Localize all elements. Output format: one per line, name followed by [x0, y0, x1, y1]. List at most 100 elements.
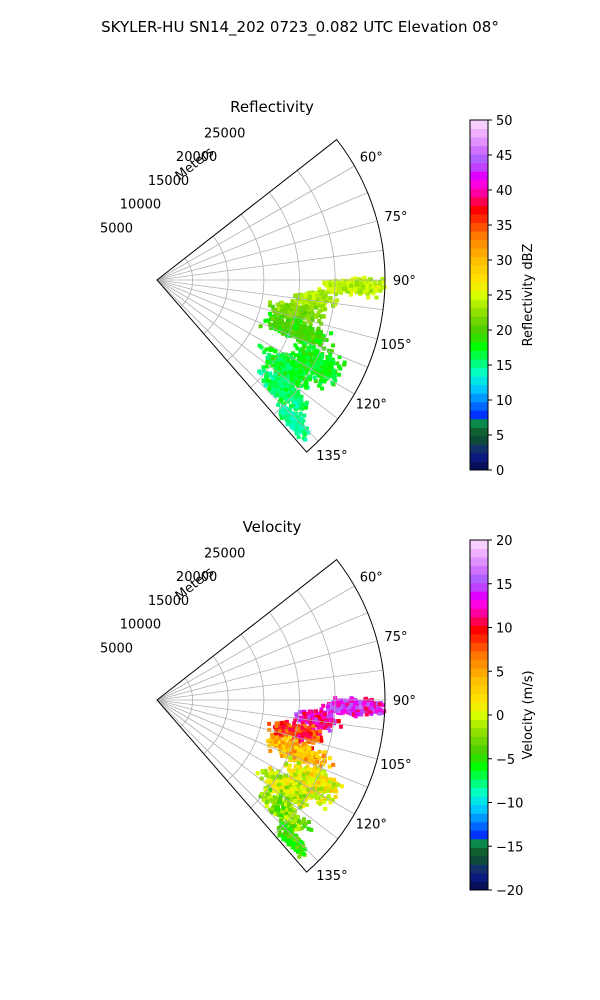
echo-gate	[276, 372, 281, 377]
echo-gate	[280, 391, 285, 396]
echo-gate	[293, 818, 298, 823]
echo-gate	[310, 315, 315, 320]
echo-gate	[381, 703, 386, 708]
echo-gate	[330, 380, 335, 385]
echo-gate	[318, 801, 323, 806]
colorbar-segment	[470, 668, 488, 678]
echo-gate	[307, 779, 312, 784]
echo-gate	[320, 794, 325, 799]
echo-gate	[328, 800, 333, 805]
echo-gate	[326, 714, 331, 719]
echo-gate	[304, 304, 309, 309]
echo-gate	[314, 709, 319, 714]
echo-gate	[277, 319, 282, 324]
echo-gate	[304, 385, 309, 390]
echo-gate	[283, 396, 288, 401]
echo-gate	[353, 714, 358, 719]
echo-gate	[274, 724, 279, 729]
colorbar-segment	[470, 282, 488, 292]
echo-gate	[279, 364, 284, 369]
echo-gate	[343, 709, 348, 714]
colorbar-segment	[470, 179, 488, 189]
echo-gate	[312, 302, 317, 307]
echo-gate	[288, 826, 293, 831]
echo-gate	[261, 365, 266, 370]
echo-gate	[354, 701, 359, 706]
echo-gate	[308, 718, 313, 723]
azimuth-tick-label: 105°	[380, 338, 411, 353]
echo-gate	[285, 827, 290, 832]
echo-gate	[268, 311, 273, 316]
echo-gate	[273, 732, 278, 737]
colorbar-segment	[470, 461, 488, 471]
echo-gate	[337, 282, 342, 287]
echo-gate	[298, 784, 303, 789]
echo-gate	[280, 747, 285, 752]
echo-gate	[287, 407, 292, 412]
echo-gate	[311, 344, 316, 349]
echo-gate	[283, 308, 288, 313]
echo-gate	[310, 330, 315, 335]
colorbar-tick-label: 35	[496, 219, 513, 234]
echo-gate	[304, 802, 309, 807]
colorbar-segment	[470, 821, 488, 831]
echo-gate	[374, 701, 379, 706]
echo-gate	[327, 355, 332, 360]
echo-gate	[322, 712, 327, 717]
echo-gate	[326, 726, 331, 731]
echo-gate	[322, 725, 327, 730]
range-tick-label: 25000	[204, 546, 245, 561]
echo-gate	[305, 355, 310, 360]
echo-gate	[303, 715, 308, 720]
echo-gate	[301, 851, 306, 856]
echo-gate	[328, 298, 333, 303]
echo-gate	[298, 754, 303, 759]
echo-gate	[301, 325, 306, 330]
azimuth-tick-label: 90°	[393, 274, 416, 289]
echo-gate	[315, 759, 320, 764]
colorbar-label: Velocity (m/s)	[521, 670, 536, 759]
echo-gate	[312, 751, 317, 756]
echo-gate	[267, 743, 272, 748]
echo-gate	[325, 785, 330, 790]
colorbar-segment	[470, 341, 488, 351]
echo-gate	[268, 323, 273, 328]
echo-gate	[377, 708, 382, 713]
echo-gate	[314, 291, 319, 296]
echo-gate	[314, 717, 319, 722]
echo-gate	[284, 812, 289, 817]
echo-gate	[296, 752, 301, 757]
echo-gate	[304, 782, 309, 787]
echo-gate	[303, 365, 308, 370]
echo-gate	[306, 374, 311, 379]
echo-gate	[313, 715, 318, 720]
echo-gate	[270, 742, 275, 747]
echo-gate	[280, 324, 285, 329]
echo-gate	[290, 394, 295, 399]
echo-gate	[295, 784, 300, 789]
range-tick-label: 15000	[148, 174, 189, 189]
echo-gate	[298, 730, 303, 735]
echo-gate	[289, 831, 294, 836]
echo-gate	[283, 799, 288, 804]
echo-gate	[299, 398, 304, 403]
echo-gate	[321, 336, 326, 341]
echo-gate	[298, 425, 303, 430]
echo-gate	[316, 313, 321, 318]
echo-gate	[266, 784, 271, 789]
colorbar-segment	[470, 162, 488, 172]
colorbar-segment	[470, 444, 488, 454]
echo-gate	[281, 352, 286, 357]
echo-gate	[302, 413, 307, 418]
echo-gate	[301, 751, 306, 756]
azimuth-gridline	[156, 612, 368, 701]
echo-gate	[286, 801, 291, 806]
echo-gate	[329, 349, 334, 354]
echo-gate	[318, 764, 323, 769]
echo-gate	[297, 854, 302, 859]
echo-gate	[290, 351, 295, 356]
echo-gate	[379, 711, 384, 716]
echo-gate	[311, 352, 316, 357]
echo-gate	[300, 744, 305, 749]
echo-gate	[274, 796, 279, 801]
